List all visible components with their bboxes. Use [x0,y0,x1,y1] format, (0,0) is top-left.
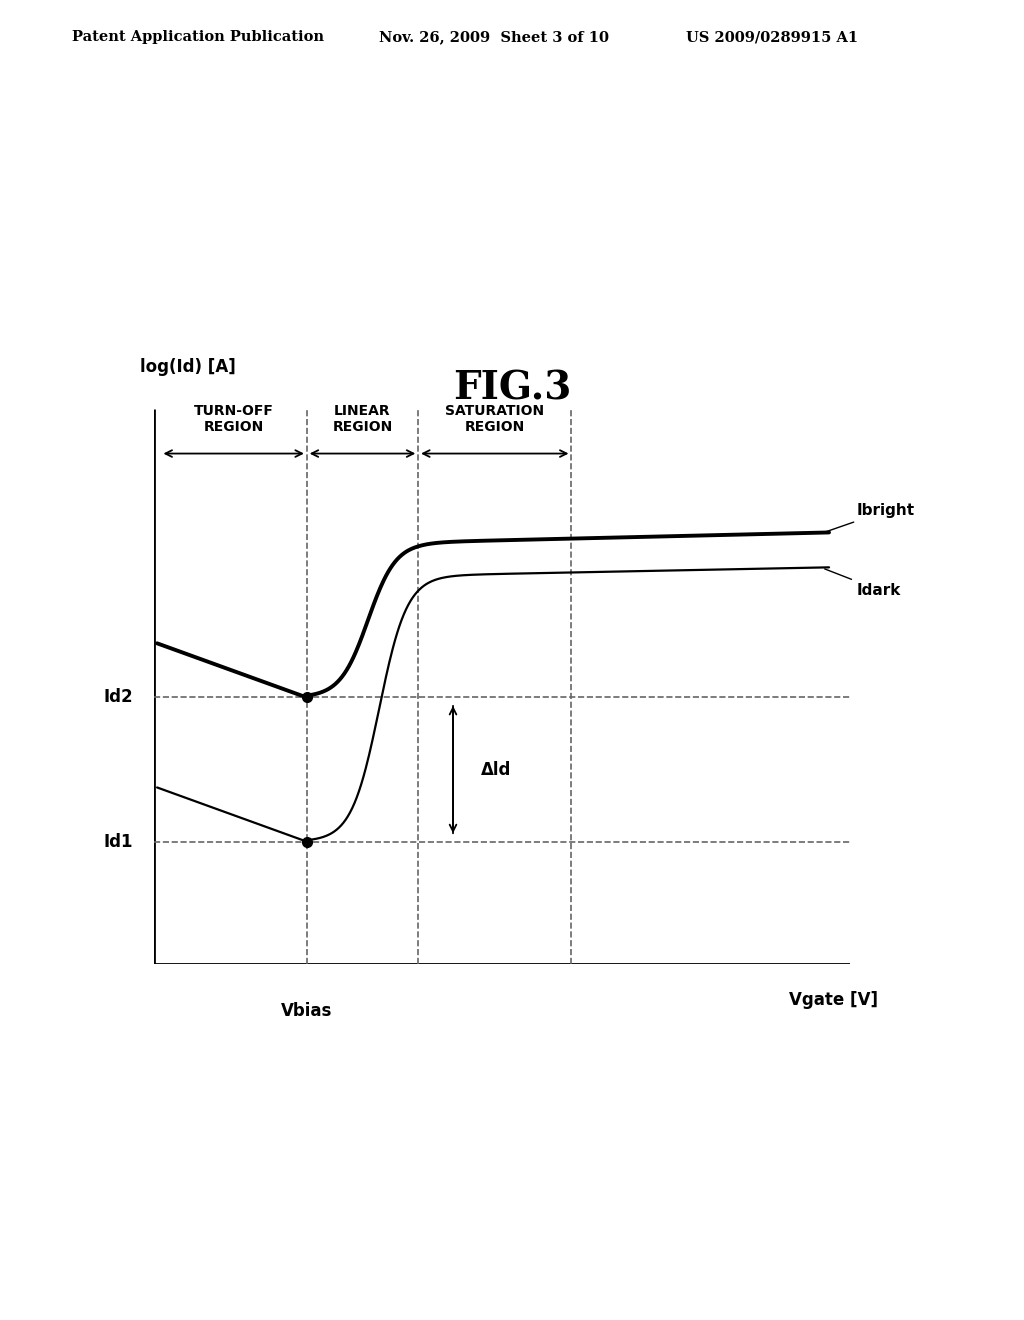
Text: Vgate [V]: Vgate [V] [788,991,878,1010]
Text: Idark: Idark [824,569,901,598]
Text: Nov. 26, 2009  Sheet 3 of 10: Nov. 26, 2009 Sheet 3 of 10 [379,30,609,45]
Text: Patent Application Publication: Patent Application Publication [72,30,324,45]
Text: TURN-OFF
REGION: TURN-OFF REGION [194,404,273,434]
Text: FIG.3: FIG.3 [453,370,571,408]
Text: Vbias: Vbias [282,1002,333,1020]
Text: log(Id) [A]: log(Id) [A] [139,358,236,376]
Text: Ibright: Ibright [824,503,915,532]
Text: Id1: Id1 [103,833,133,850]
Text: Id2: Id2 [103,689,133,706]
Text: Δld: Δld [481,760,511,779]
Text: LINEAR
REGION: LINEAR REGION [333,404,392,434]
Text: SATURATION
REGION: SATURATION REGION [445,404,545,434]
Text: US 2009/0289915 A1: US 2009/0289915 A1 [686,30,858,45]
